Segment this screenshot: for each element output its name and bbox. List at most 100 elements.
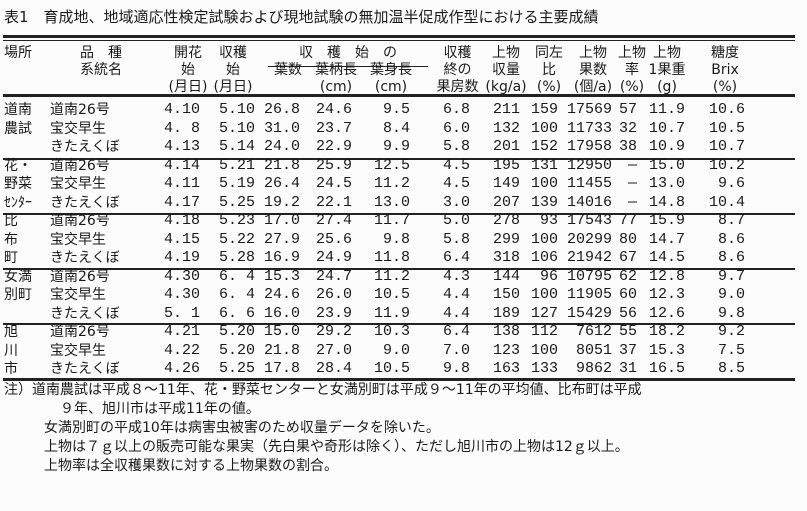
- variety-name: 宝交早生: [50, 231, 106, 248]
- header-brix: (%): [712, 79, 738, 95]
- table-cell: 123: [492, 341, 520, 359]
- table-cell: 4.4: [442, 286, 470, 303]
- table-cell: 12.5: [373, 156, 410, 174]
- site-label: 農試: [4, 120, 32, 137]
- header-trusses: 終の: [443, 62, 472, 78]
- header-yield: 上物: [492, 45, 520, 61]
- table-cell: 7.0: [442, 341, 470, 359]
- table-rule: [3, 40, 795, 41]
- table-cell: 10.2: [708, 156, 745, 174]
- table-cell: 6. 4: [218, 267, 255, 285]
- table-cell: 299: [492, 230, 520, 248]
- table-cell: 23.7: [315, 119, 352, 137]
- table-cell: 22.1: [315, 193, 352, 211]
- table-cell: 24.9: [315, 249, 352, 266]
- table-cell: 100: [530, 341, 558, 359]
- table-cell: 10795: [566, 267, 612, 285]
- header-count: (個/a): [573, 79, 613, 95]
- table-cell: 24.6: [315, 101, 352, 118]
- table-cell: 144: [492, 267, 520, 285]
- table-cell: 10.7: [648, 119, 685, 137]
- table-cell: 21.8: [263, 156, 300, 174]
- table-cell: 131: [530, 156, 558, 174]
- table-cell: 15.3: [263, 267, 300, 285]
- table-cell: 14.8: [648, 193, 685, 211]
- site-label: 女満: [4, 268, 32, 285]
- table-cell: 5.0: [442, 212, 470, 229]
- header-brix: Brix: [711, 62, 739, 78]
- table-cell: 14016: [566, 193, 612, 211]
- table-cell: 22.9: [315, 138, 352, 155]
- table-cell: 29.2: [315, 323, 352, 340]
- table-cell: 26.8: [263, 101, 300, 118]
- header-group: 収 穫 始 の: [299, 45, 397, 61]
- table-cell: 11905: [566, 286, 612, 303]
- variety-name: きたえくぼ: [50, 194, 120, 211]
- table-cell: 10.5: [373, 360, 410, 377]
- table-cell: 159: [530, 101, 558, 118]
- header-trusses: 収穫: [443, 45, 472, 61]
- table-cell: 8.4: [382, 119, 410, 137]
- table-cell: 5.22: [218, 230, 255, 248]
- table-cell: 14.7: [648, 230, 685, 248]
- table-cell: 6. 4: [218, 286, 255, 303]
- table-cell: 12950: [566, 156, 612, 174]
- table-cell: —: [627, 175, 637, 192]
- table-cell: 20299: [566, 230, 612, 248]
- site-label: 旭: [4, 324, 18, 340]
- table-cell: 6.4: [442, 323, 470, 340]
- table-cell: 10.6: [708, 101, 745, 118]
- site-label: ｾﾝﾀｰ: [4, 194, 32, 211]
- table-cell: 24.6: [263, 286, 300, 303]
- table-cell: 17543: [566, 212, 612, 229]
- site-label: 道南: [4, 102, 32, 118]
- table-cell: 4.26: [163, 360, 200, 377]
- table-cell: 96: [539, 267, 558, 285]
- table-cell: 195: [492, 156, 520, 174]
- group-underline: [268, 66, 428, 67]
- header-petiole: 葉柄長: [315, 62, 357, 78]
- table-cell: 100: [530, 230, 558, 248]
- table-cell: 57: [618, 101, 637, 118]
- table-cell: 19.2: [263, 193, 300, 211]
- header-ratio: 同左: [535, 45, 563, 61]
- table-cell: 5.19: [218, 175, 255, 192]
- table-cell: 5.8: [442, 230, 470, 248]
- variety-name: 道南26号: [50, 157, 110, 174]
- table-cell: 9.0: [382, 341, 410, 359]
- table-cell: 80: [618, 230, 637, 248]
- variety-name: 道南26号: [50, 324, 110, 340]
- table-cell: 26.4: [263, 175, 300, 192]
- table-rule: [3, 213, 795, 215]
- table-cell: 10.9: [648, 138, 685, 155]
- table-cell: 4.15: [163, 230, 200, 248]
- table-cell: 100: [530, 119, 558, 137]
- table-cell: 318: [492, 249, 520, 266]
- table-cell: 4.4: [442, 304, 470, 322]
- table-cell: 4.19: [163, 249, 200, 266]
- variety-name: 宝交早生: [50, 176, 106, 192]
- table-cell: 15.9: [648, 212, 685, 229]
- site-label: 市: [4, 361, 18, 377]
- table-cell: 25.6: [315, 230, 352, 248]
- header-brix: 糖度: [711, 45, 739, 61]
- table-cell: 9.5: [382, 101, 410, 118]
- table-cell: 10.4: [708, 193, 745, 211]
- table-cell: 18.2: [648, 323, 685, 340]
- header-weight: 1果重: [648, 62, 686, 78]
- table-cell: 8051: [575, 341, 612, 359]
- header-variety: 系統名: [80, 62, 122, 78]
- table-cell: 8.5: [717, 360, 745, 377]
- table-cell: 4.30: [163, 267, 200, 285]
- table-cell: 24.7: [315, 267, 352, 285]
- table-cell: 27.9: [263, 230, 300, 248]
- table-cell: 5.8: [442, 138, 470, 155]
- table-cell: 127: [530, 304, 558, 322]
- note-line: ９年、旭川市は平成11年の値。: [60, 401, 260, 417]
- header-site: 場所: [4, 45, 32, 61]
- header-yield: (kg/a): [485, 79, 527, 95]
- table-cell: 4.30: [163, 286, 200, 303]
- table-cell: 55: [618, 323, 637, 340]
- table-cell: 4.22: [163, 341, 200, 359]
- header-count: 果数: [579, 62, 607, 78]
